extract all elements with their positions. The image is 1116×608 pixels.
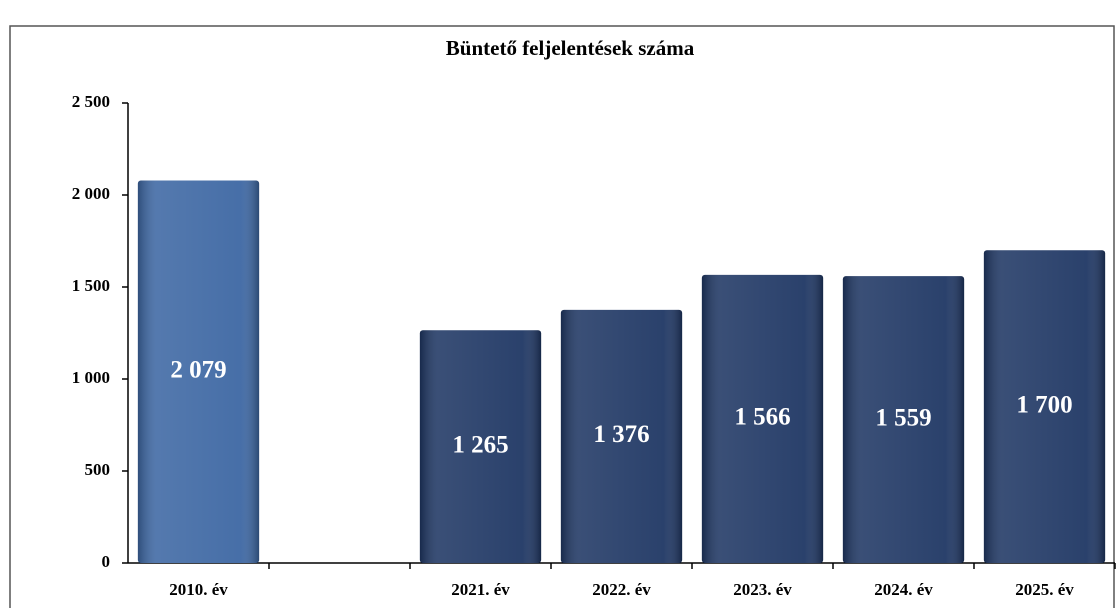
bar-sheen: [842, 276, 965, 563]
bar-sheen: [701, 274, 824, 563]
y-tick-label: 0: [102, 552, 111, 571]
x-tick-label: 2025. év: [1015, 580, 1074, 599]
x-tick-label: 2024. év: [874, 580, 933, 599]
data-label: 1 566: [734, 404, 790, 431]
y-tick-label: 2 500: [72, 92, 110, 111]
y-tick-label: 2 000: [72, 184, 110, 203]
bar-sheen: [560, 309, 683, 563]
data-label: 1 700: [1016, 391, 1072, 418]
y-tick-label: 1 500: [72, 276, 110, 295]
data-label: 1 265: [452, 431, 508, 458]
bar-sheen: [137, 180, 260, 564]
x-tick-label: 2010. év: [169, 580, 228, 599]
bar-sheen: [983, 250, 1106, 563]
bar-sheen: [419, 330, 542, 563]
chart-title: Büntető feljelentések száma: [446, 36, 695, 60]
y-tick-label: 1 000: [72, 368, 110, 387]
data-label: 1 376: [593, 421, 649, 448]
x-tick-label: 2023. év: [733, 580, 792, 599]
data-label: 2 079: [170, 356, 226, 383]
y-tick-label: 500: [85, 460, 111, 479]
x-tick-label: 2022. év: [592, 580, 651, 599]
data-label: 1 559: [875, 404, 931, 431]
x-tick-label: 2021. év: [451, 580, 510, 599]
